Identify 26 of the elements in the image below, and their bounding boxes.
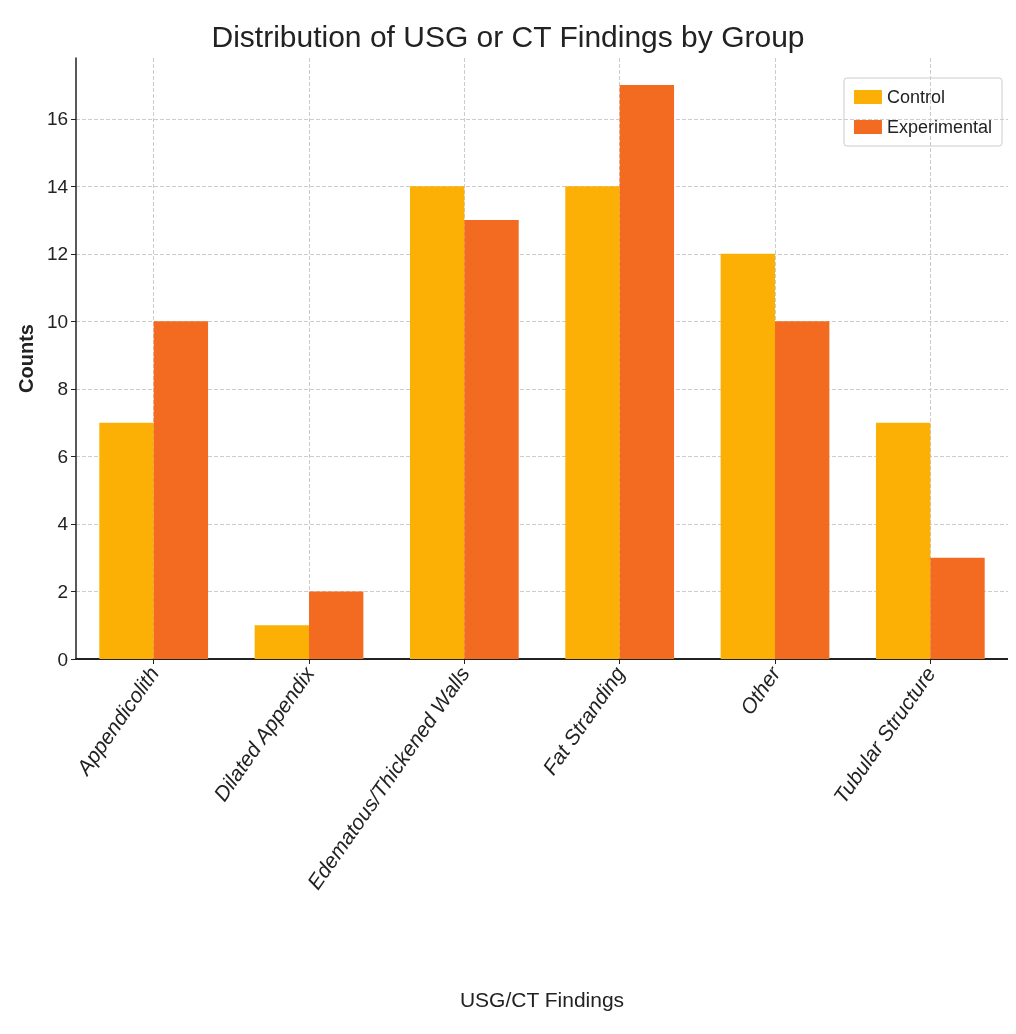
y-tick-label: 8	[57, 378, 69, 400]
bar	[309, 591, 364, 659]
bar	[464, 220, 519, 659]
y-tick-label: 4	[57, 513, 69, 535]
bar	[930, 557, 985, 659]
legend-label: Experimental	[886, 117, 992, 137]
y-tick-label: 16	[46, 108, 69, 130]
y-tick-label: 2	[57, 580, 69, 602]
bar	[775, 321, 830, 659]
y-tick-label: 0	[57, 648, 69, 670]
y-tick-label: 10	[46, 310, 69, 332]
bar	[619, 85, 675, 659]
bar	[409, 186, 465, 659]
bar	[565, 186, 620, 659]
legend-label: Control	[886, 87, 945, 107]
bar	[875, 422, 931, 659]
y-axis-title: Counts	[15, 324, 37, 393]
chart-title: Distribution of USG or CT Findings by Group	[211, 19, 805, 53]
y-tick-label: 12	[46, 243, 69, 265]
y-tick-label: 14	[46, 175, 69, 197]
bar	[99, 422, 154, 659]
bar	[153, 321, 209, 659]
y-tick-label: 6	[57, 445, 69, 467]
bar	[254, 625, 310, 659]
bar	[720, 253, 776, 659]
x-axis-title: USG/CT Findings	[459, 988, 625, 1011]
